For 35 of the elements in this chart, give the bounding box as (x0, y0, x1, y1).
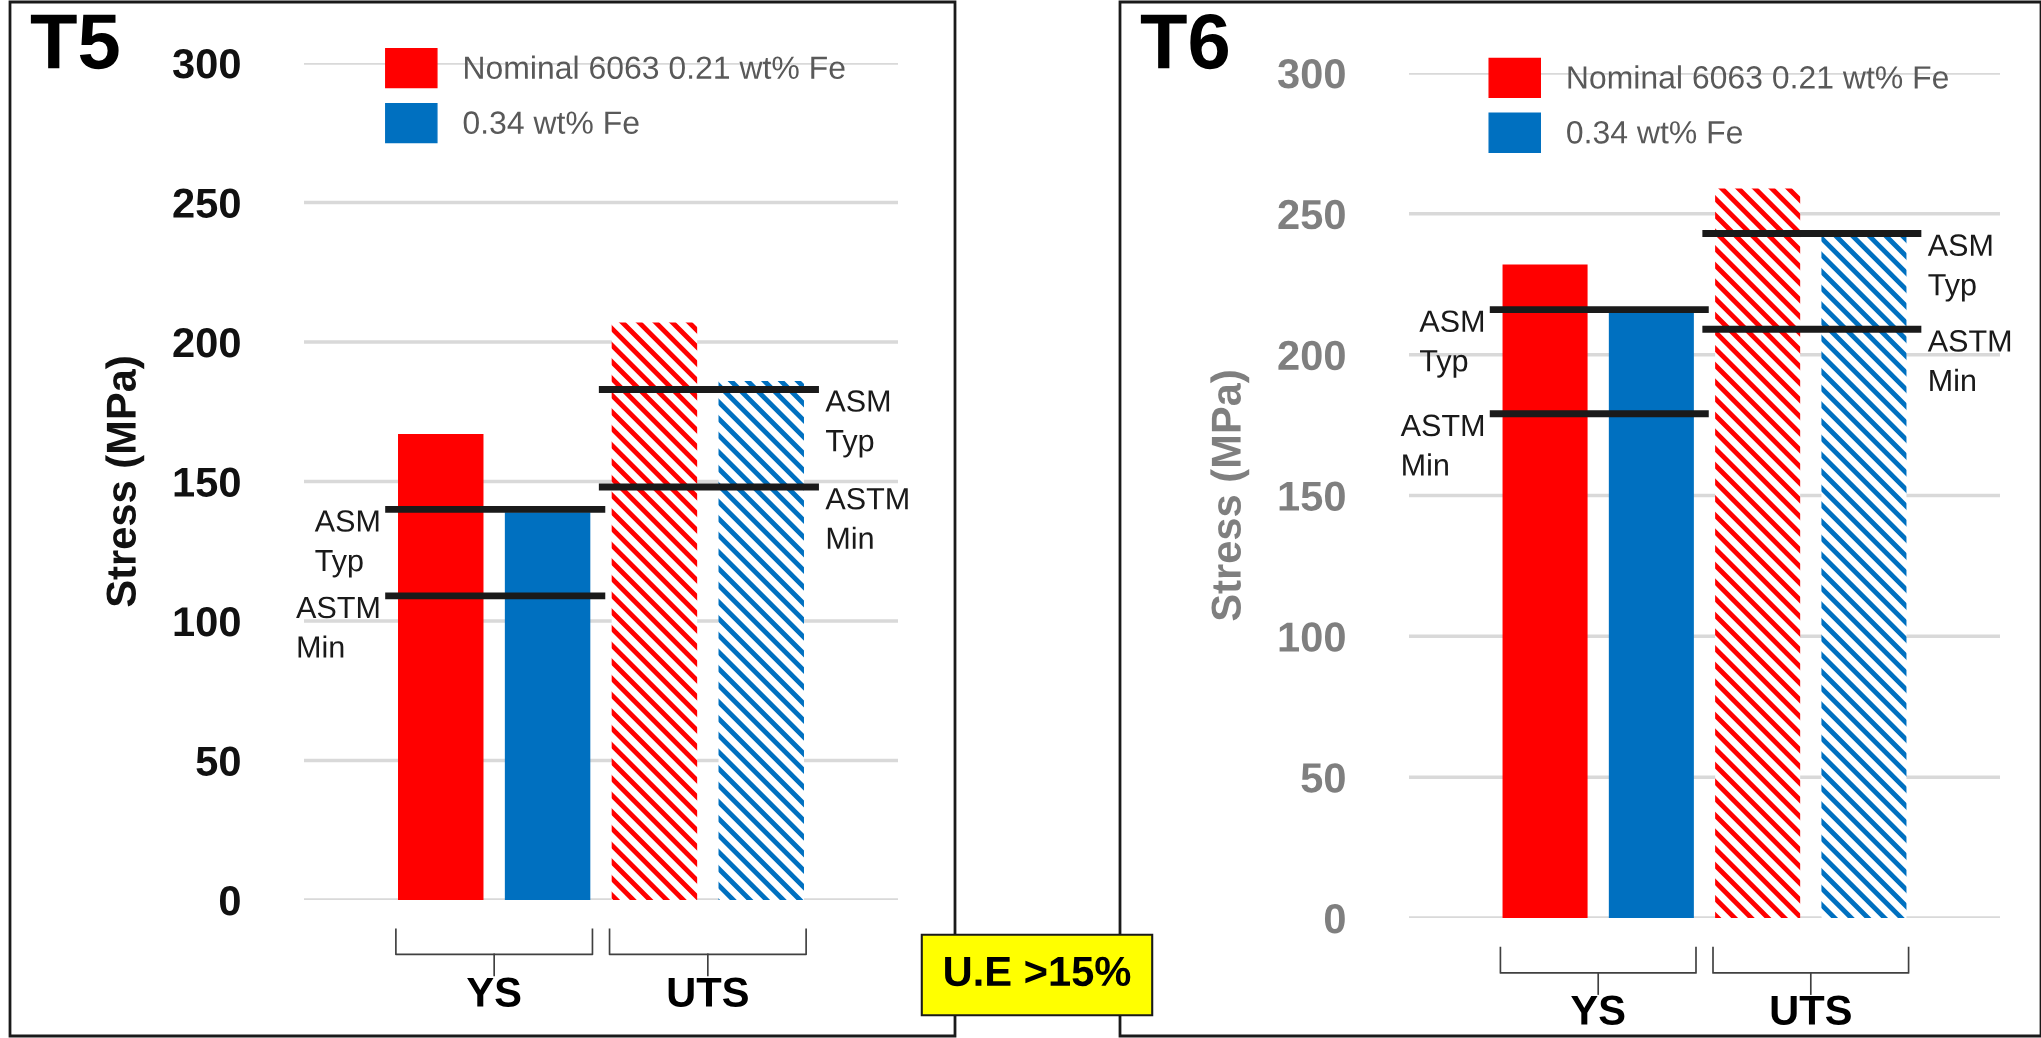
ref-line-label: ASTM Min (296, 596, 379, 658)
y-tick-label: 250 (173, 188, 240, 219)
legend-label: Nominal 6063 0.21 wt% Fe (1568, 65, 1948, 89)
y-tick-label: 300 (172, 49, 240, 79)
ref-line-label: ASTM Min (1927, 330, 2011, 392)
y-tick-label: 0 (219, 886, 240, 916)
ref-line-label: ASM Typ (825, 390, 890, 458)
chart-title: T6 (1140, 14, 1228, 70)
y-tick-label: 200 (173, 328, 240, 358)
ref-line-label: ASM Typ (1419, 310, 1484, 378)
x-tick-label: UTS (668, 977, 748, 1007)
y-tick-label: 200 (1278, 340, 1345, 371)
text: U.E >15% (945, 956, 1131, 987)
x-tick-label: UTS (1771, 995, 1851, 1025)
legend-label: 0.34 wt% Fe (463, 111, 639, 134)
legend-label: Nominal 6063 0.21 wt% Fe (465, 55, 845, 80)
x-tick-label: YS (1571, 995, 1625, 1025)
y-axis-title: Stress (MPa) (1210, 371, 1250, 621)
y-axis-title: Stress (MPa) (105, 357, 145, 607)
y-tick-label: 50 (196, 746, 240, 777)
y-tick-label: 150 (1279, 481, 1345, 512)
y-tick-label: 250 (1278, 199, 1345, 230)
y-tick-label: 100 (1279, 622, 1345, 652)
ref-line-label: ASM Typ (314, 510, 379, 578)
ref-line-label: ASTM Min (1400, 414, 1484, 476)
y-tick-label: 0 (1324, 904, 1345, 934)
y-tick-label: 100 (174, 607, 240, 637)
ref-line-label: ASM Typ (1927, 234, 1992, 302)
y-tick-label: 150 (174, 467, 240, 498)
chart-title: T5 (30, 14, 119, 70)
y-tick-label: 50 (1301, 763, 1345, 793)
ref-line-label: ASTM Min (825, 487, 908, 549)
x-tick-label: YS (467, 977, 521, 1007)
y-tick-label: 300 (1277, 59, 1345, 89)
legend-label: 0.34 wt% Fe (1567, 121, 1742, 144)
